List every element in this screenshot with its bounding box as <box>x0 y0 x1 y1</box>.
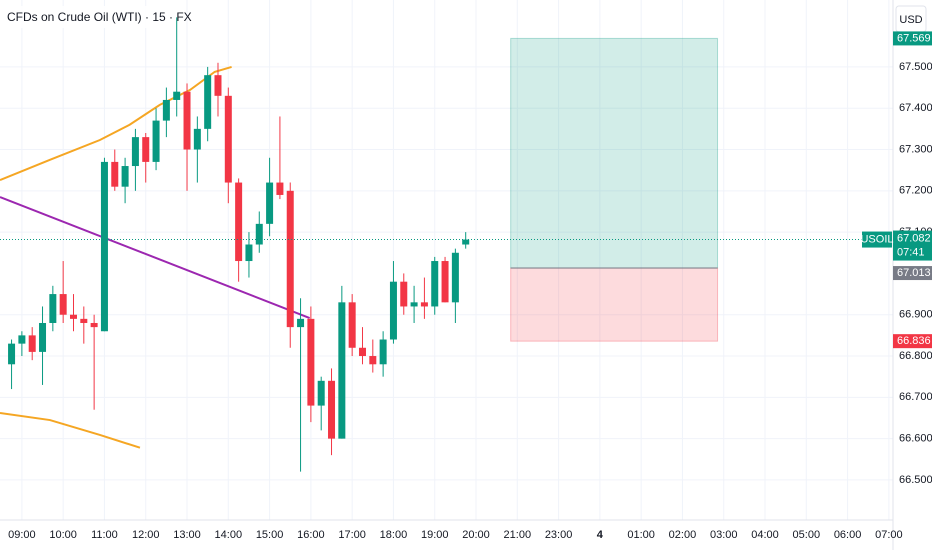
x-tick-label: 04:00 <box>751 529 779 541</box>
candle-body <box>358 347 366 357</box>
x-tick-label: 18:00 <box>380 529 408 541</box>
candle-body <box>49 294 57 323</box>
candle-body <box>307 318 315 406</box>
candle-body <box>173 91 181 100</box>
candle-body <box>204 75 212 129</box>
candle-body <box>462 239 470 245</box>
last-price-box <box>893 230 932 261</box>
candle-body <box>193 128 201 150</box>
candle-body <box>39 322 47 352</box>
title-backdrop <box>0 6 150 28</box>
candle-body <box>379 339 387 365</box>
x-tick-label: 09:00 <box>8 529 36 541</box>
candle-body <box>111 161 119 187</box>
candle-body <box>286 190 294 328</box>
x-tick-label: 14:00 <box>215 529 243 541</box>
y-tick-label: 66.600 <box>899 433 932 445</box>
x-tick-label: 23:00 <box>545 529 573 541</box>
x-tick-label: 07:00 <box>875 529 903 541</box>
entry-label: 67.013 <box>897 267 931 279</box>
y-tick-label: 67.500 <box>899 61 932 73</box>
candle-body <box>245 244 253 262</box>
x-tick-label: 12:00 <box>132 529 160 541</box>
currency[interactable]: USD <box>899 14 922 26</box>
candle-body <box>18 335 26 344</box>
symbol-label: USOIL <box>860 233 893 245</box>
candle-body <box>152 120 160 162</box>
candle-body <box>420 302 428 307</box>
candle-body <box>100 161 108 332</box>
loss-zone <box>510 267 719 342</box>
candle-body <box>235 182 243 262</box>
candle-body <box>338 302 346 439</box>
x-tick-label: 06:00 <box>834 529 862 541</box>
candle-body <box>297 318 305 328</box>
x-tick-label: 05:00 <box>793 529 821 541</box>
candle-body <box>389 281 397 340</box>
y-tick-label: 66.700 <box>899 391 932 403</box>
x-tick-label: 19:00 <box>421 529 449 541</box>
candle-body <box>410 302 418 307</box>
candle-body <box>266 182 274 224</box>
candle-body <box>8 343 16 365</box>
candle-body <box>131 137 139 167</box>
y-tick-label: 66.500 <box>899 474 932 486</box>
candle-body <box>276 182 284 195</box>
x-tick-label: 20:00 <box>462 529 490 541</box>
indicator-line <box>0 412 141 449</box>
candle-body <box>348 302 356 348</box>
chart-title: CFDs on Crude Oil (WTI) · 15 · FX <box>7 10 192 24</box>
indicator-line <box>0 196 311 319</box>
profit-zone <box>510 37 719 269</box>
candle-body <box>441 261 449 303</box>
plot-area <box>0 0 893 520</box>
candle-body <box>69 314 77 319</box>
candle-body <box>255 223 263 245</box>
candle-body <box>369 356 377 365</box>
candle-body <box>90 322 98 328</box>
x-tick-label: 17:00 <box>338 529 366 541</box>
x-tick-label: 02:00 <box>669 529 697 541</box>
candle-body <box>59 294 67 315</box>
x-tick-label: 16:00 <box>297 529 325 541</box>
y-tick-label: 66.900 <box>899 309 932 321</box>
candle-body <box>80 318 88 323</box>
candle-body <box>400 281 408 307</box>
target-label: 67.569 <box>897 32 931 44</box>
indicator-line <box>0 65 232 182</box>
candle-body <box>162 99 170 121</box>
x-tick-label: 4 <box>597 529 604 541</box>
stop-label: 66.836 <box>897 335 931 347</box>
last-price-label: 67.082 <box>897 232 931 244</box>
x-tick-label: 13:00 <box>173 529 201 541</box>
y-tick-label: 67.300 <box>899 143 932 155</box>
candle-body <box>431 261 439 307</box>
y-tick-label: 67.200 <box>899 185 932 197</box>
x-tick-label: 01:00 <box>627 529 655 541</box>
candle-body <box>451 252 459 303</box>
symbol-box <box>862 231 892 248</box>
stop-label-box <box>893 334 932 349</box>
candle-body <box>121 166 129 187</box>
target-label-box <box>893 31 932 46</box>
x-tick-label: 03:00 <box>710 529 738 541</box>
x-tick-label: 21:00 <box>504 529 532 541</box>
candle-body <box>328 380 336 439</box>
countdown-label: 07:41 <box>897 246 925 258</box>
x-tick-label: 10:00 <box>49 529 77 541</box>
y-tick-label: 66.800 <box>899 350 932 362</box>
entry-label-box <box>893 266 932 281</box>
candle-body <box>317 380 325 406</box>
candle-body <box>28 335 36 352</box>
candle-body <box>224 95 232 183</box>
x-tick-label: 11:00 <box>91 529 118 541</box>
candle-body <box>142 137 150 162</box>
candle-body <box>183 91 191 150</box>
x-tick-label: 15:00 <box>256 529 284 541</box>
candle-body <box>214 75 222 96</box>
y-tick-label: 67.400 <box>899 102 932 114</box>
